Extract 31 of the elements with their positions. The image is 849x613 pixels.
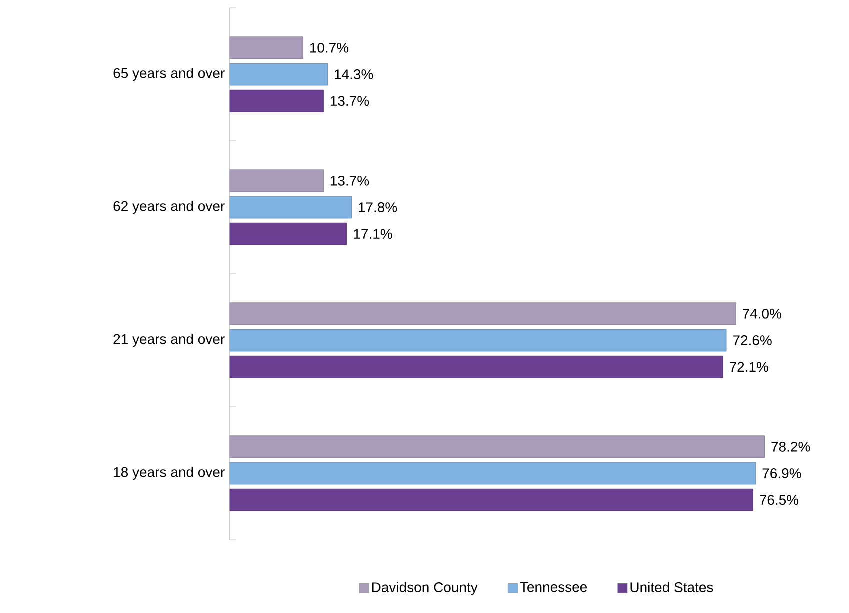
data-label: 76.5% [760,495,799,506]
data-label: 74.0% [742,308,782,319]
data-label: 72.1% [730,362,768,372]
bar [230,488,754,512]
data-label: 10.7% [310,42,349,53]
bar [230,462,756,485]
bar [230,36,304,60]
data-label: 17.1% [354,229,392,239]
data-label: 17.8% [358,202,398,212]
legend-label: Davidson County [372,582,478,596]
bar [230,90,324,112]
y-tick-label: 21 years and over [114,334,225,348]
bar [230,196,352,219]
data-label: 13.7% [330,96,370,106]
bar [230,302,736,326]
legend-label: Tennessee [520,582,588,592]
bar [230,436,765,458]
bar [230,63,328,86]
data-label: 72.6% [733,336,772,346]
legend-label: United States [630,582,714,592]
y-tick-label: 18 years and over [114,466,225,480]
y-tick-label: 65 years and over [114,68,225,82]
data-label: 78.2% [772,442,810,452]
data-label: 13.7% [330,176,370,186]
bar [230,222,348,246]
bar [230,356,724,378]
bar [230,329,727,352]
y-tick-label: 62 years and over [114,200,225,214]
bar [230,170,324,192]
data-label: 14.3% [335,70,374,80]
data-label: 76.9% [762,468,802,478]
